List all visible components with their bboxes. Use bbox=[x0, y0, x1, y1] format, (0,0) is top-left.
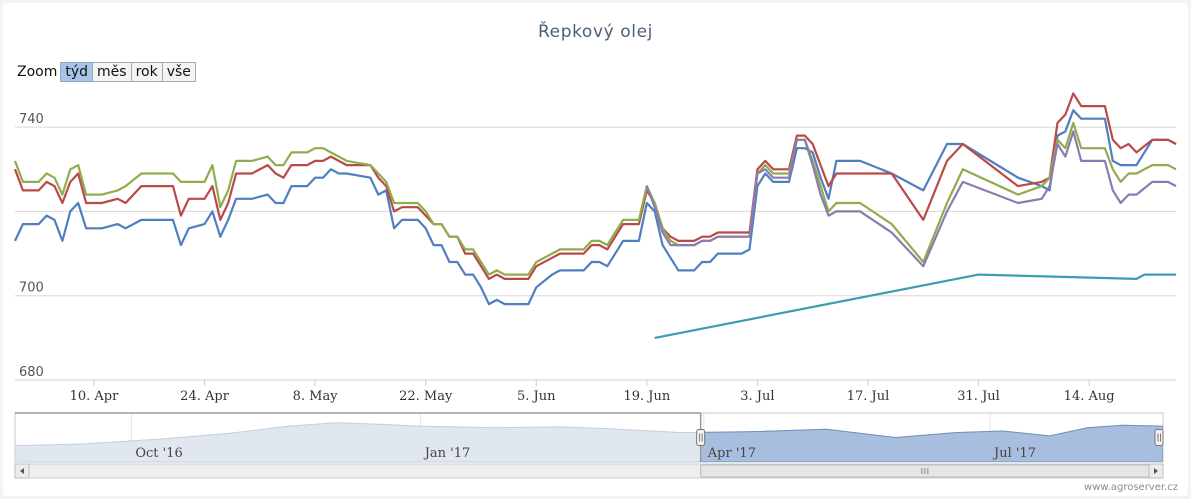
navigator-handle-left[interactable] bbox=[696, 429, 706, 446]
x-tick-label: 3. Jul bbox=[740, 389, 774, 404]
scrollbar-thumb[interactable] bbox=[700, 464, 1150, 478]
scrollbar-right-button[interactable] bbox=[1148, 463, 1164, 479]
arrow-right-icon bbox=[1154, 468, 1158, 474]
navigator-tick-label: Oct '16 bbox=[135, 446, 182, 461]
series-line-3 bbox=[13, 121, 1177, 276]
y-tick-label: 680 bbox=[19, 365, 44, 380]
series-line-4 bbox=[645, 130, 1177, 268]
scrollbar[interactable] bbox=[14, 463, 1164, 479]
y-tick-label: 740 bbox=[19, 112, 44, 127]
x-tick-label: 14. Aug bbox=[1064, 389, 1115, 404]
zoom-label: Zoom bbox=[17, 64, 58, 80]
arrow-left-icon bbox=[20, 468, 24, 474]
x-tick-label: 31. Jul bbox=[957, 389, 1000, 404]
x-tick-label: 10. Apr bbox=[70, 389, 120, 404]
scrollbar-left-button[interactable] bbox=[14, 463, 30, 479]
x-tick-label: 19. Jun bbox=[623, 389, 670, 404]
x-tick-label: 17. Jul bbox=[847, 389, 890, 404]
line-chart: 680 700 740 10. Apr 24. Apr 8. May 22. May 5. … bbox=[13, 92, 1177, 479]
watermark: www.agroserver.cz bbox=[1084, 482, 1178, 493]
grid-layer bbox=[15, 126, 1176, 381]
navigator-tick-label: Jan '17 bbox=[423, 446, 471, 461]
x-tick-label: 22. May bbox=[399, 389, 453, 404]
x-tick-label: 24. Apr bbox=[180, 389, 230, 404]
series-layer bbox=[13, 92, 1177, 339]
navigator-tick-label: Apr '17 bbox=[707, 446, 756, 461]
y-tick-label: 700 bbox=[19, 281, 44, 296]
y-axis: 680 700 740 bbox=[19, 112, 44, 380]
series-line-5 bbox=[654, 273, 1176, 339]
zoom-all-button[interactable]: vše bbox=[161, 62, 196, 82]
x-tick-label: 8. May bbox=[293, 389, 339, 404]
navigator-selected-area bbox=[700, 424, 1163, 462]
chart-title: Řepkový olej bbox=[538, 22, 653, 42]
navigator-tick-label: Jul '17 bbox=[992, 446, 1036, 461]
chart-card: Řepkový olej Zoom týd měs rok vše 680 700… bbox=[3, 3, 1188, 496]
series-line-1 bbox=[14, 109, 1177, 306]
navigator-handle-right[interactable] bbox=[1154, 429, 1164, 446]
navigator[interactable]: Oct '16 Jan '17 Apr '17 Jul '17 bbox=[14, 412, 1164, 463]
x-tick-label: 5. Jun bbox=[517, 389, 556, 404]
series-line-2 bbox=[13, 92, 1177, 280]
zoom-bar: Zoom týd měs rok vše bbox=[17, 61, 196, 83]
x-axis: 10. Apr 24. Apr 8. May 22. May 5. Jun 19. Jun… bbox=[70, 380, 1115, 404]
